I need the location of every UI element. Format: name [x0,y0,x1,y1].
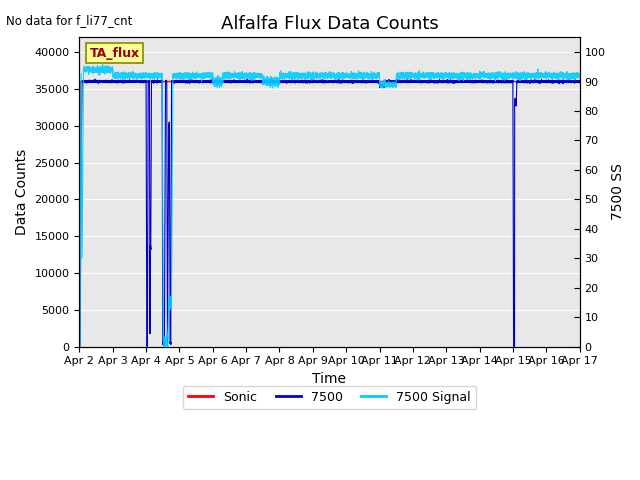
Title: Alfalfa Flux Data Counts: Alfalfa Flux Data Counts [221,15,438,33]
Text: TA_flux: TA_flux [90,47,140,60]
Y-axis label: Data Counts: Data Counts [15,149,29,235]
Text: No data for f_li77_cnt: No data for f_li77_cnt [6,14,132,27]
Legend: Sonic, 7500, 7500 Signal: Sonic, 7500, 7500 Signal [183,385,476,408]
Y-axis label: 7500 SS: 7500 SS [611,164,625,220]
X-axis label: Time: Time [312,372,346,386]
